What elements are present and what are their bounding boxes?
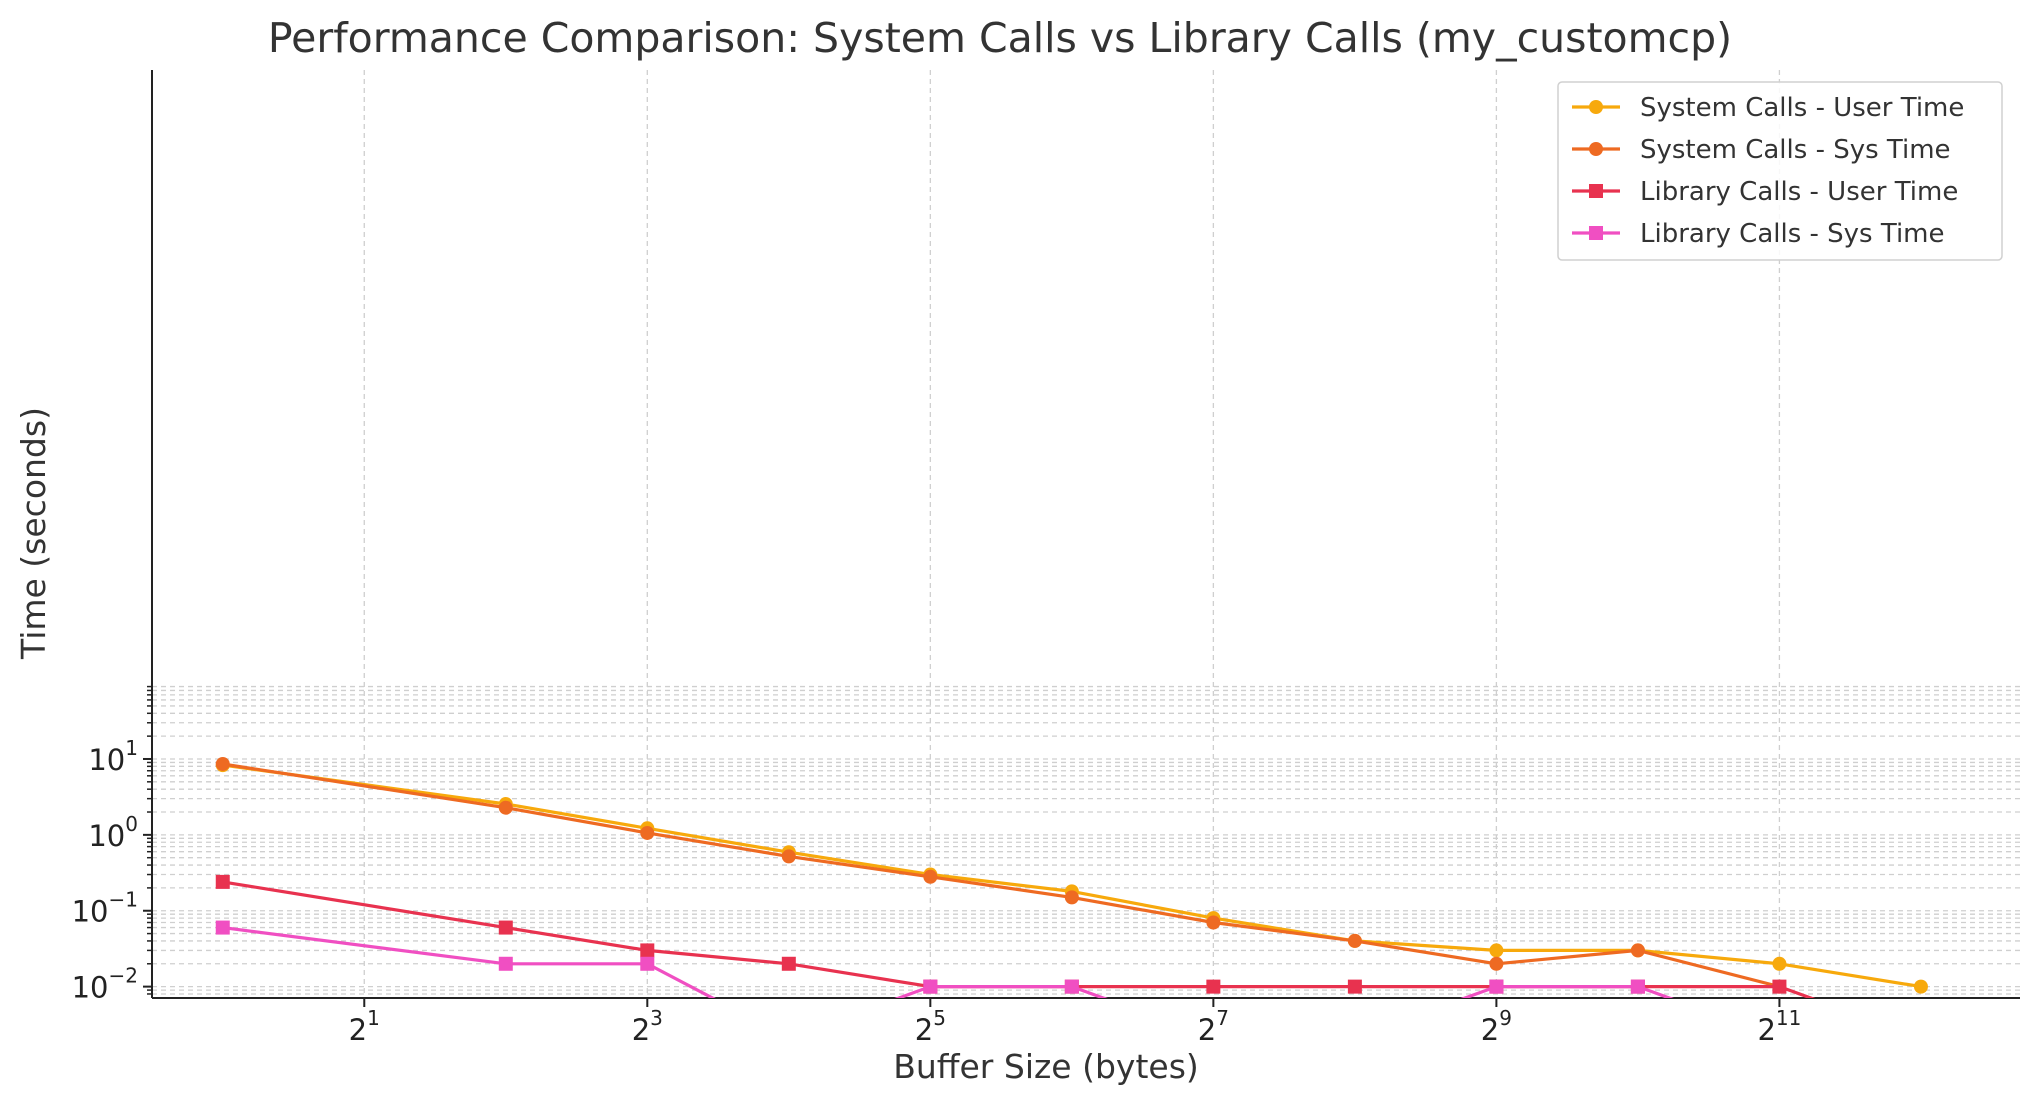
data-point	[498, 800, 513, 815]
legend-marker	[1589, 184, 1603, 198]
data-point	[1772, 956, 1787, 971]
data-point	[215, 756, 230, 771]
legend-label: System Calls - Sys Time	[1640, 135, 1951, 165]
series-line	[222, 926, 1674, 998]
x-tick-label: 23	[632, 1006, 663, 1047]
legend-item: System Calls - User Time	[1572, 93, 1964, 123]
x-axis-label: Buffer Size (bytes)	[893, 1047, 1199, 1086]
data-point	[640, 956, 655, 971]
legend-label: System Calls - User Time	[1640, 93, 1964, 123]
data-point	[1206, 979, 1221, 994]
y-axis-label: Time (seconds)	[14, 407, 53, 660]
legend: System Calls - User Time System Calls - S…	[1557, 81, 2003, 261]
x-tick-label: 25	[915, 1006, 946, 1047]
data-point	[215, 874, 230, 889]
data-point	[781, 956, 796, 971]
legend-item: System Calls - Sys Time	[1572, 135, 1951, 165]
legend-label: Library Calls - User Time	[1640, 177, 1958, 207]
legend-marker	[1589, 100, 1603, 114]
legend-box	[1557, 81, 2003, 261]
data-point	[1772, 979, 1787, 994]
series-line	[222, 763, 1922, 989]
series-3	[215, 874, 1816, 998]
data-point	[923, 869, 938, 884]
data-point	[1347, 979, 1362, 994]
y-tick-label: 10−1	[72, 888, 138, 929]
data-point	[1064, 890, 1079, 905]
data-point	[640, 825, 655, 840]
tick-labels: 101 100 10−1 10−2 21 23 25 27 29 211	[72, 736, 1802, 1047]
data-point	[1489, 943, 1504, 958]
data-point	[1913, 979, 1928, 994]
legend-label: Library Calls - Sys Time	[1640, 219, 1945, 249]
x-tick-label: 211	[1757, 1006, 1801, 1047]
data-point	[1489, 979, 1504, 994]
data-point	[1630, 979, 1645, 994]
x-tick-label: 21	[349, 1006, 380, 1047]
legend-marker	[1589, 142, 1603, 156]
data-point	[1347, 933, 1362, 948]
data-point	[640, 943, 655, 958]
y-tick-label: 10−2	[72, 964, 138, 1005]
series-2	[215, 756, 1787, 994]
data-point	[923, 979, 938, 994]
data-point	[498, 956, 513, 971]
y-tick-label: 100	[88, 812, 138, 853]
data-point	[215, 920, 230, 935]
data-point	[781, 849, 796, 864]
legend-item: Library Calls - User Time	[1572, 177, 1958, 207]
legend-marker	[1589, 226, 1603, 240]
series-group	[215, 756, 1928, 998]
legend-item: Library Calls - Sys Time	[1572, 219, 1945, 249]
series-line	[222, 880, 1816, 998]
x-tick-label: 27	[1198, 1006, 1229, 1047]
data-point	[1489, 956, 1504, 971]
axes	[143, 70, 2020, 1007]
data-point	[498, 920, 513, 935]
data-point	[1206, 915, 1221, 930]
chart-title: Performance Comparison: System Calls vs …	[268, 14, 1732, 62]
data-point	[1630, 943, 1645, 958]
data-point	[1064, 979, 1079, 994]
series-4	[215, 920, 1674, 998]
x-tick-label: 29	[1481, 1006, 1512, 1047]
y-tick-label: 101	[88, 736, 138, 777]
